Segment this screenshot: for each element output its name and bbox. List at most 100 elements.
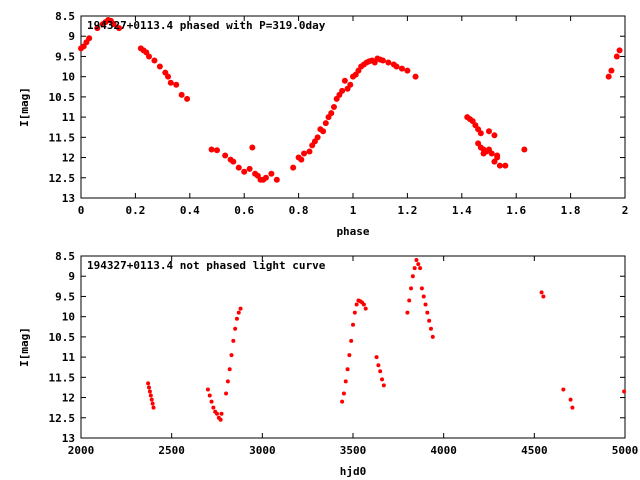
data-point — [379, 57, 386, 64]
data-point — [361, 302, 366, 307]
data-point — [412, 266, 417, 271]
x-tick-label: 2000 — [68, 444, 95, 457]
data-point — [374, 355, 379, 360]
x-tick-label: 1.6 — [506, 204, 526, 217]
data-point — [376, 363, 381, 368]
data-point — [268, 170, 275, 177]
x-tick-label: 1.2 — [397, 204, 417, 217]
x-tick-label: 3500 — [340, 444, 367, 457]
data-point — [147, 385, 151, 390]
data-point — [405, 310, 410, 315]
data-point — [249, 144, 256, 151]
data-point — [354, 302, 359, 307]
y-tick-label: 9.5 — [55, 50, 75, 63]
x-tick-label: 1 — [350, 204, 357, 217]
data-point — [491, 132, 498, 139]
y-axis-label: I[mag] — [18, 327, 31, 367]
data-point — [349, 338, 354, 343]
x-tick-label: 2 — [622, 204, 629, 217]
data-point — [605, 73, 612, 80]
data-point — [150, 401, 155, 406]
y-axis-label: I[mag] — [18, 87, 31, 127]
data-point — [224, 391, 229, 396]
y-tick-label: 10 — [62, 311, 75, 324]
data-point — [404, 67, 411, 74]
data-point — [290, 164, 297, 171]
plot-frame — [80, 255, 626, 439]
data-point — [151, 405, 156, 410]
y-tick-label: 12 — [62, 392, 75, 405]
data-point — [234, 316, 239, 321]
data-point — [262, 174, 269, 181]
y-tick-label: 12.5 — [49, 412, 76, 425]
data-point — [273, 176, 280, 183]
data-point — [219, 411, 224, 416]
unphased-light-curve-plot: 2000 2500 3000 3500 4000 4500 5000 8.5 9 9.5 10 10.… — [18, 250, 638, 478]
phased-light-curve-plot: 0 0.2 0.4 0.6 0.8 1 1.2 1.4 1.6 1.8 2 8.5 9 9.5 10 10.5… — [18, 10, 628, 238]
data-point — [301, 150, 308, 157]
data-point — [209, 399, 214, 404]
data-point — [521, 146, 528, 153]
data-point — [146, 53, 152, 60]
data-point — [494, 154, 501, 161]
x-tick-label: 1.4 — [452, 204, 472, 217]
y-tick-label: 10 — [62, 71, 75, 84]
data-point — [215, 411, 219, 416]
y-tick-label: 12.5 — [49, 172, 76, 185]
x-tick-label: 0.4 — [180, 204, 200, 217]
data-point — [347, 353, 352, 358]
y-tick-label: 9.5 — [55, 290, 75, 303]
y-tick-label: 11 — [62, 351, 76, 364]
data-point — [352, 310, 357, 315]
x-axis-label: phase — [336, 225, 369, 238]
data-point — [156, 63, 163, 70]
data-point — [173, 81, 180, 88]
x-tick-label: 3000 — [249, 444, 276, 457]
data-point — [568, 397, 573, 402]
x-tick-label: 0 — [78, 204, 85, 217]
x-tick-label: 4000 — [430, 444, 457, 457]
data-point — [229, 353, 234, 358]
data-point — [561, 387, 566, 392]
data-point — [410, 274, 415, 279]
y-tick-label: 12 — [62, 152, 75, 165]
x-tick-label: 2500 — [158, 444, 185, 457]
data-point — [608, 67, 615, 74]
data-point — [167, 79, 174, 86]
data-point — [306, 148, 313, 155]
data-point — [225, 379, 230, 384]
data-point — [233, 326, 238, 331]
data-point — [381, 383, 386, 388]
data-point — [236, 310, 241, 315]
plot-title: 194327+0113.4 not phased light curve — [87, 259, 326, 272]
data-point — [425, 310, 430, 315]
data-point — [380, 377, 385, 382]
data-point — [393, 63, 400, 70]
data-point — [622, 389, 627, 394]
data-point — [378, 369, 383, 374]
data-point — [385, 59, 392, 66]
data-point — [480, 150, 487, 157]
data-point — [341, 77, 348, 84]
data-point — [94, 25, 101, 32]
data-point — [419, 286, 424, 291]
data-point — [477, 130, 484, 137]
data-point — [412, 73, 419, 80]
plot-title: 194327+0113.4 phased with P=319.0day — [87, 19, 326, 32]
data-point — [407, 298, 412, 303]
y-tick-label: 8.5 — [55, 10, 75, 23]
data-point — [230, 158, 237, 165]
y-tick-label: 11.5 — [49, 371, 76, 384]
plot-frame — [80, 15, 626, 199]
data-point — [616, 47, 623, 54]
data-point — [486, 128, 492, 135]
data-point — [146, 381, 151, 386]
data-point — [178, 91, 185, 98]
data-point — [351, 322, 355, 327]
data-point — [427, 318, 432, 323]
data-point — [214, 147, 220, 154]
data-point — [477, 144, 484, 151]
data-point — [341, 391, 346, 396]
data-point — [363, 306, 368, 311]
y-tick-label: 11 — [62, 111, 76, 124]
